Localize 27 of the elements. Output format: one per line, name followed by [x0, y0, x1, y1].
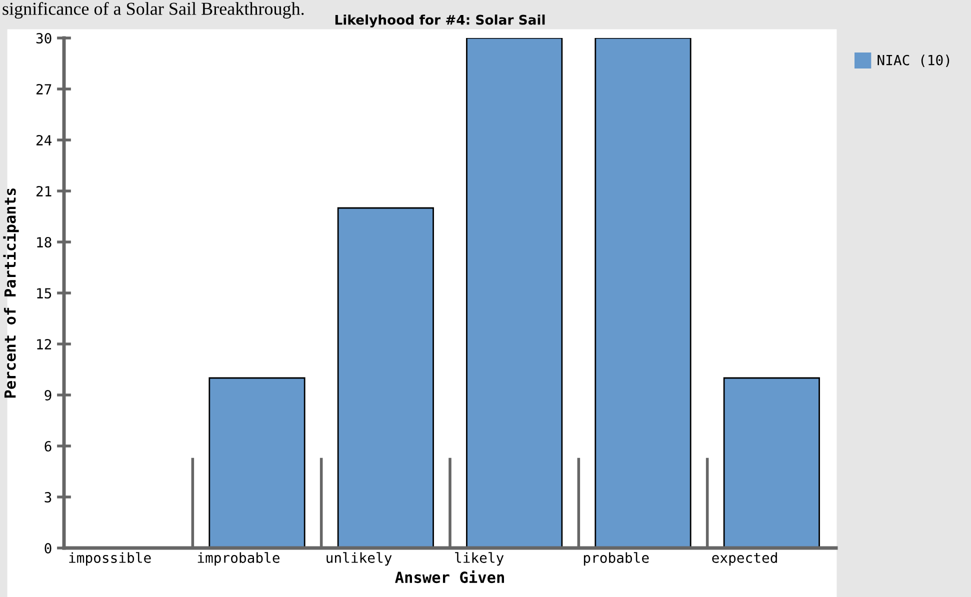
text: significance of a Solar Sail Breakthrough. — [2, 2, 304, 19]
y-tick-label: 18 — [37, 237, 52, 248]
x-tick-label: expected — [712, 552, 777, 566]
y-tick-label: 9 — [44, 390, 52, 401]
y-axis-title: Percent of Participants — [3, 188, 19, 398]
x-tick-label: impossible — [69, 552, 151, 566]
x-tick-label: unlikely — [326, 552, 392, 566]
y-tick-label: 30 — [36, 33, 52, 44]
y-tick-label: 15 — [37, 288, 52, 299]
bar — [337, 207, 434, 548]
legend-label: NIAC (10) — [878, 54, 950, 67]
bar — [208, 377, 306, 548]
y-tick-label: 21 — [36, 186, 52, 196]
x-axis-title: Answer Given — [395, 570, 504, 584]
x-tick-label: likely — [455, 552, 504, 566]
x-tick-label: improbable — [198, 552, 280, 566]
y-tick-label: 12 — [37, 339, 52, 350]
y-tick-label: 24 — [36, 135, 52, 146]
y-tick-label: 3 — [44, 492, 52, 503]
y-tick-label: 0 — [44, 543, 52, 554]
bar — [594, 38, 692, 548]
y-tick-label: 6 — [44, 441, 52, 452]
bar — [466, 38, 563, 548]
y-tick-label: 27 — [36, 84, 52, 94]
chart-title: Likelyhood for #4: Solar Sail — [335, 14, 545, 28]
x-tick-label: probable — [584, 552, 649, 566]
bar — [723, 377, 820, 548]
